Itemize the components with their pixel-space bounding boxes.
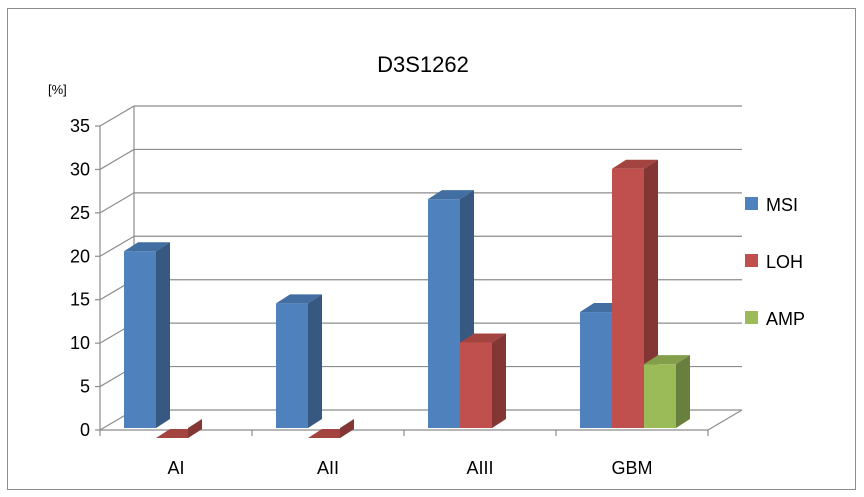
x-category-label: AII <box>317 458 339 478</box>
legend-label: AMP <box>766 309 805 329</box>
chart-title: D3S1262 <box>377 52 469 77</box>
bar-loh-aii <box>308 419 354 438</box>
legend-item-msi: MSI <box>745 195 798 215</box>
x-category-label: GBM <box>611 458 652 478</box>
legend-swatch <box>745 197 758 210</box>
x-category-label: AI <box>167 458 184 478</box>
legend: MSI LOH AMP <box>745 195 805 329</box>
legend-item-loh: LOH <box>745 252 803 272</box>
axes <box>95 125 743 436</box>
y-tick-label: 0 <box>80 420 90 440</box>
bar-msi-ai <box>124 242 170 428</box>
y-tick-label: 10 <box>70 333 90 353</box>
legend-item-amp: AMP <box>745 309 805 329</box>
bar-loh-gbm <box>612 159 658 428</box>
y-tick-label: 15 <box>70 290 90 310</box>
y-tick-label: 30 <box>70 159 90 179</box>
y-axis-unit-label: [%] <box>48 82 67 97</box>
legend-swatch <box>745 254 758 267</box>
legend-label: MSI <box>766 195 798 215</box>
y-tick-label: 25 <box>70 203 90 223</box>
y-tick-label: 35 <box>70 116 90 136</box>
tick-labels: 0 5 10 15 20 25 30 35 AI AII AIII GBM <box>70 116 653 478</box>
x-category-label: AIII <box>466 458 493 478</box>
legend-swatch <box>745 311 758 324</box>
bar-amp-gbm <box>644 355 690 428</box>
y-tick-label: 5 <box>80 377 90 397</box>
bar-loh-ai <box>156 419 202 438</box>
legend-label: LOH <box>766 252 803 272</box>
bar-loh-aiii <box>460 333 506 428</box>
bar-msi-aii <box>276 294 322 428</box>
chart-frame <box>7 8 856 490</box>
bars <box>124 159 690 438</box>
y-tick-label: 20 <box>70 246 90 266</box>
